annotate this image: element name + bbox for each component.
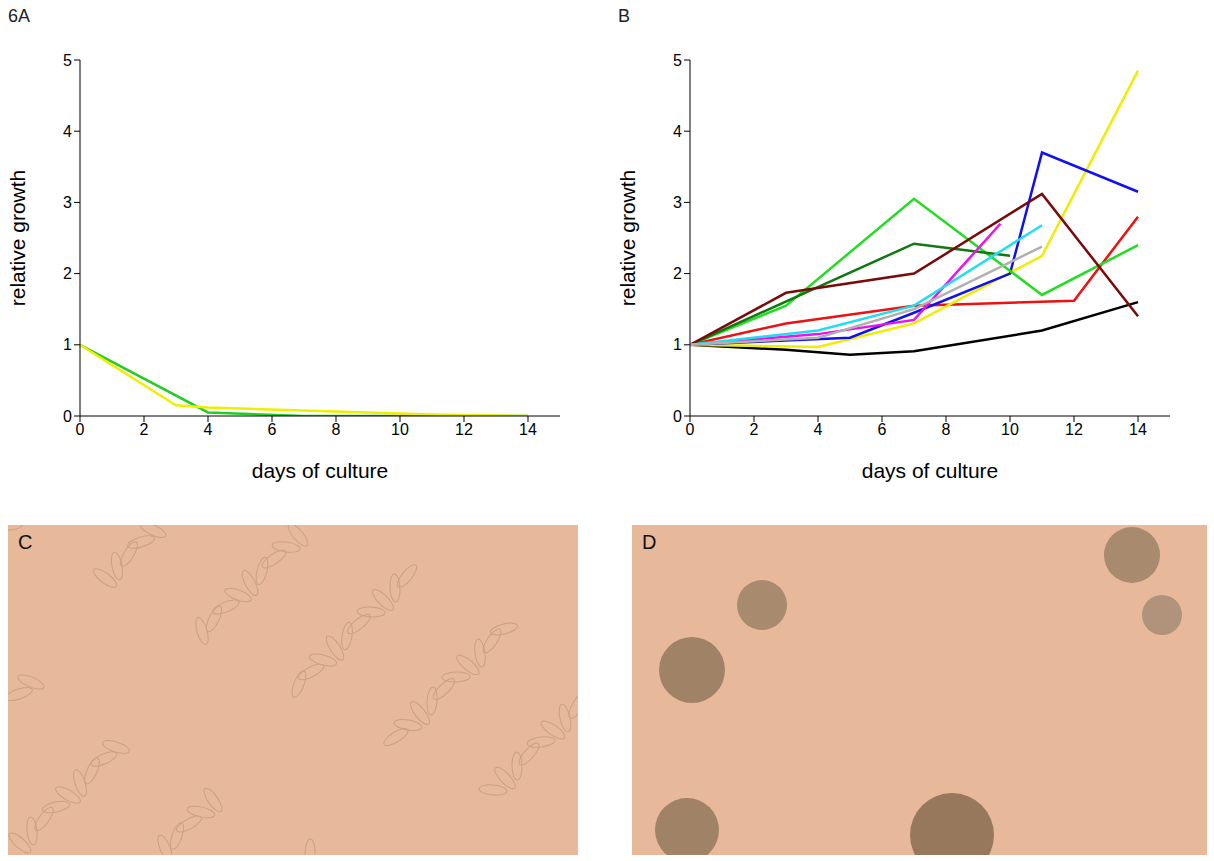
- svg-text:relative growth: relative growth: [616, 170, 639, 307]
- svg-text:4: 4: [673, 123, 682, 140]
- svg-text:8: 8: [332, 421, 341, 438]
- svg-text:4: 4: [814, 421, 823, 438]
- svg-text:10: 10: [391, 421, 409, 438]
- svg-text:days of culture: days of culture: [252, 459, 389, 482]
- svg-text:2: 2: [140, 421, 149, 438]
- svg-text:6: 6: [268, 421, 277, 438]
- svg-text:4: 4: [63, 123, 72, 140]
- html-text:D: D: [642, 531, 657, 553]
- svg-text:2: 2: [63, 265, 72, 282]
- svg-text:2: 2: [673, 265, 682, 282]
- svg-text:0: 0: [63, 408, 72, 425]
- svg-text:12: 12: [455, 421, 473, 438]
- svg-text:3: 3: [673, 194, 682, 211]
- svg-text:8: 8: [942, 421, 951, 438]
- svg-text:days of culture: days of culture: [862, 459, 999, 482]
- svg-text:2: 2: [750, 421, 759, 438]
- html-text:C: C: [18, 531, 33, 553]
- svg-text:4: 4: [204, 421, 213, 438]
- svg-text:3: 3: [63, 194, 72, 211]
- svg-text:12: 12: [1065, 421, 1083, 438]
- svg-text:14: 14: [519, 421, 537, 438]
- svg-text:6: 6: [878, 421, 887, 438]
- svg-text:5: 5: [673, 52, 682, 69]
- svg-text:0: 0: [76, 421, 85, 438]
- html-text:B: B: [618, 6, 630, 26]
- svg-text:0: 0: [686, 421, 695, 438]
- html-text:6A: 6A: [8, 6, 30, 26]
- svg-text:1: 1: [63, 336, 72, 353]
- svg-text:relative growth: relative growth: [6, 170, 29, 307]
- svg-text:5: 5: [63, 52, 72, 69]
- svg-text:10: 10: [1001, 421, 1019, 438]
- svg-text:1: 1: [673, 336, 682, 353]
- svg-text:14: 14: [1129, 421, 1147, 438]
- svg-text:0: 0: [673, 408, 682, 425]
